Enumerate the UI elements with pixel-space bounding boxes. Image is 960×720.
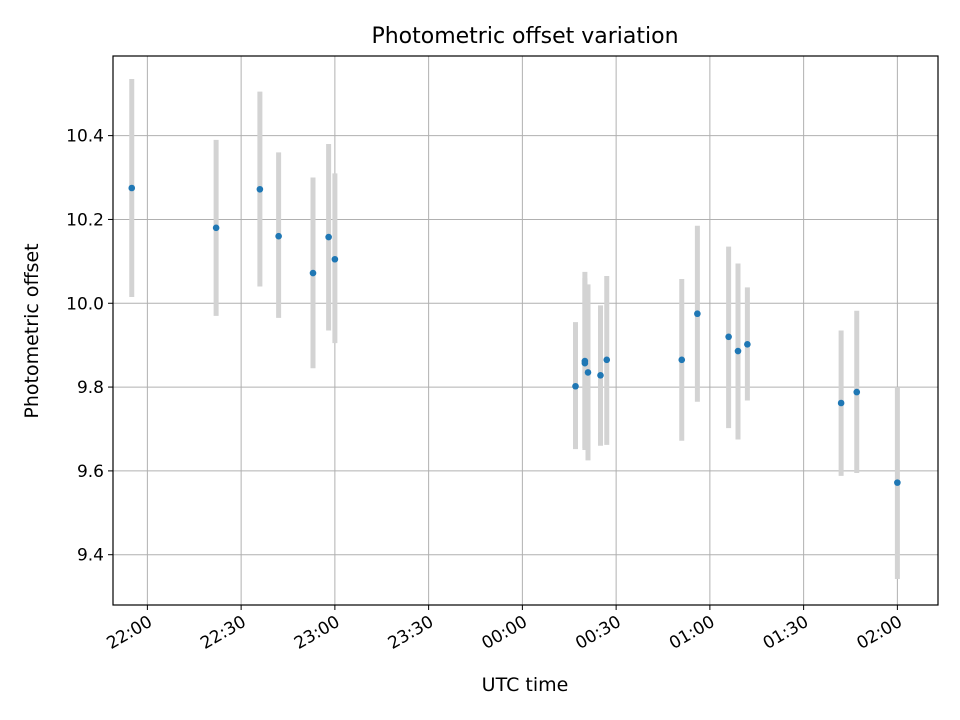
data-point <box>725 333 732 341</box>
data-point <box>678 356 686 364</box>
y-axis-label: Photometric offset <box>21 243 43 418</box>
data-point <box>584 369 592 376</box>
data-point <box>894 479 901 486</box>
y-tick-label: 10.4 <box>66 127 104 147</box>
data-point <box>603 356 611 364</box>
data-points <box>128 184 901 486</box>
data-point <box>694 310 701 318</box>
y-tick-label: 9.4 <box>77 546 104 566</box>
data-point <box>744 341 751 348</box>
data-point <box>572 382 579 390</box>
y-tick-label: 9.8 <box>77 378 104 398</box>
axes-frame <box>112 55 939 606</box>
data-point <box>212 224 220 232</box>
y-axis: 9.4 9.6 9.8 10.0 10.2 10.4 <box>66 127 113 566</box>
y-tick-label: 10.2 <box>66 210 104 230</box>
data-point <box>597 372 604 379</box>
data-point <box>325 233 332 241</box>
x-axis-label: UTC time <box>482 674 569 696</box>
data-point <box>853 388 861 396</box>
data-point <box>128 184 136 192</box>
data-point <box>581 359 589 367</box>
data-point <box>275 232 282 240</box>
data-point <box>837 399 845 407</box>
chart-title: Photometric offset variation <box>371 24 678 49</box>
grid <box>113 56 938 605</box>
data-point <box>734 347 742 355</box>
data-point <box>309 269 317 277</box>
data-point <box>331 255 339 263</box>
y-tick-label: 10.0 <box>66 294 104 314</box>
data-point <box>256 185 264 193</box>
y-tick-label: 9.6 <box>77 462 104 482</box>
